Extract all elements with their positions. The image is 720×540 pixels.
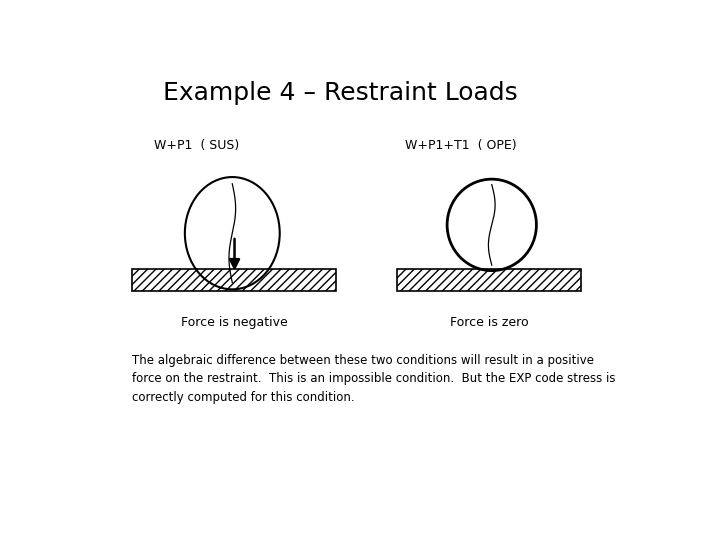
Bar — [397, 268, 581, 292]
Text: Force is negative: Force is negative — [181, 316, 287, 329]
Text: W+P1+T1  ( OPE): W+P1+T1 ( OPE) — [405, 139, 517, 152]
Text: The algebraic difference between these two conditions will result in a positive
: The algebraic difference between these t… — [132, 354, 616, 404]
Bar — [132, 268, 336, 292]
Text: Force is zero: Force is zero — [450, 316, 528, 329]
Text: W+P1  ( SUS): W+P1 ( SUS) — [154, 139, 240, 152]
Text: Example 4 – Restraint Loads: Example 4 – Restraint Loads — [163, 82, 517, 105]
